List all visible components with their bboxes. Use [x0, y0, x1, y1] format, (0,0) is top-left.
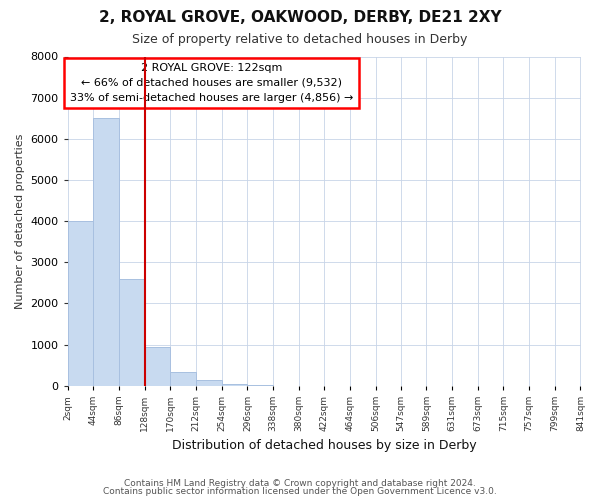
- Bar: [68, 221, 94, 386]
- X-axis label: Distribution of detached houses by size in Derby: Distribution of detached houses by size …: [172, 440, 476, 452]
- Bar: [196, 380, 222, 386]
- Text: 2 ROYAL GROVE: 122sqm
← 66% of detached houses are smaller (9,532)
33% of semi-d: 2 ROYAL GROVE: 122sqm ← 66% of detached …: [70, 63, 353, 102]
- Text: Contains public sector information licensed under the Open Government Licence v3: Contains public sector information licen…: [103, 488, 497, 496]
- Text: Size of property relative to detached houses in Derby: Size of property relative to detached ho…: [133, 32, 467, 46]
- Text: 2, ROYAL GROVE, OAKWOOD, DERBY, DE21 2XY: 2, ROYAL GROVE, OAKWOOD, DERBY, DE21 2XY: [98, 10, 502, 25]
- Text: Contains HM Land Registry data © Crown copyright and database right 2024.: Contains HM Land Registry data © Crown c…: [124, 478, 476, 488]
- Bar: [170, 372, 196, 386]
- Bar: [119, 279, 145, 386]
- Y-axis label: Number of detached properties: Number of detached properties: [15, 134, 25, 309]
- Bar: [222, 384, 247, 386]
- Bar: [94, 118, 119, 386]
- Bar: [145, 346, 170, 386]
